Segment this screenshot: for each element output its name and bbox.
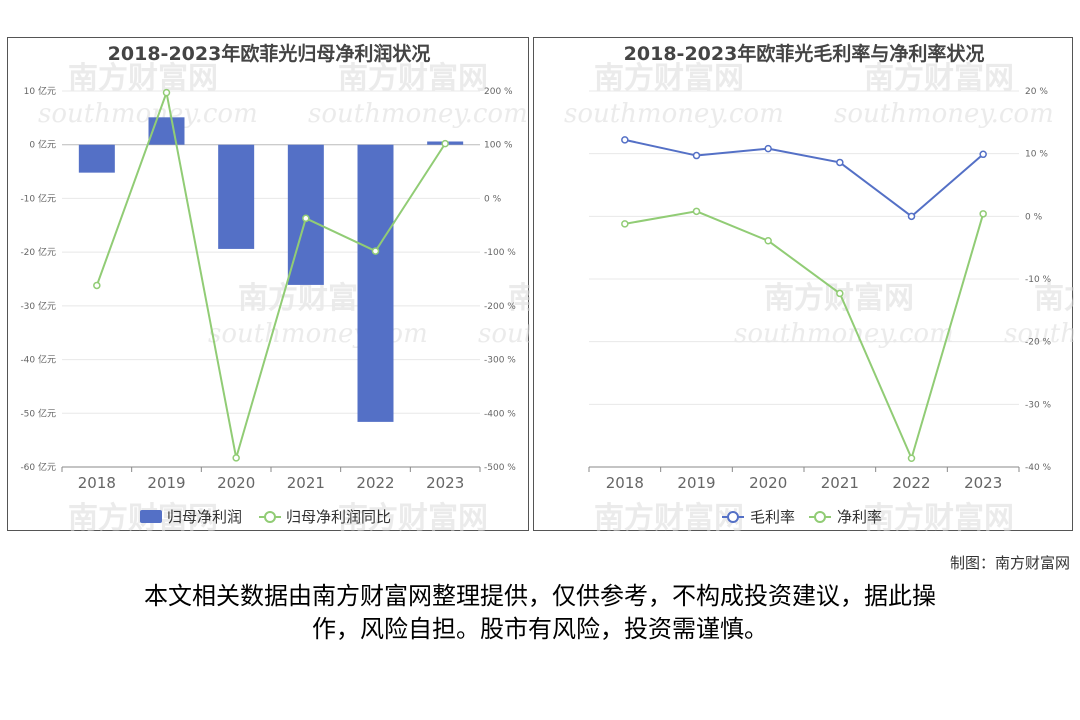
y-right-tick-label: -200 % [484, 302, 516, 312]
disclaimer-line-1: 本文相关数据由南方财富网整理提供，仅供参考，不构成投资建议，据此操 [144, 582, 936, 610]
bar-2020 [218, 144, 255, 249]
y-right-tick-label: 200 % [484, 87, 513, 97]
net-margin-point-2020 [764, 237, 772, 245]
watermark-text: southmoney.com [564, 99, 784, 129]
watermark-text: 南方财富网 [338, 61, 488, 96]
watermark-text: 南方财富网 [864, 61, 1014, 96]
x-tick-label: 2021 [821, 474, 859, 492]
net-margin-point-2018 [621, 220, 629, 228]
x-tick-label: 2022 [356, 474, 394, 492]
x-tick-label: 2019 [147, 474, 185, 492]
legend-net-label: 净利率 [837, 508, 882, 526]
watermark-text: southmoney.com [1004, 319, 1074, 349]
y-tick-label: 20 % [1025, 87, 1048, 97]
x-tick-label: 2018 [78, 474, 116, 492]
gross-margin-point-2022 [907, 212, 916, 221]
gross-margin-point-2023 [979, 150, 987, 159]
legend-line-label: 归母净利润同比 [286, 508, 391, 526]
watermark-text: southmoney.com [478, 319, 530, 349]
x-tick-label: 2018 [606, 474, 644, 492]
gross-margin-point-2021 [836, 158, 844, 167]
yoy-point-2023 [441, 139, 449, 148]
y-left-tick-label: -40 亿元 [20, 354, 56, 366]
y-tick-label: -10 % [1025, 275, 1052, 285]
x-tick-label: 2020 [217, 474, 255, 492]
yoy-line [95, 88, 447, 459]
y-right-tick-label: -100 % [484, 248, 516, 258]
net-margin-point-2023 [979, 210, 987, 218]
y-left-tick-label: 0 亿元 [29, 139, 56, 151]
x-tick-label: 2023 [426, 474, 464, 492]
watermark-text: 南方财富网 [68, 61, 218, 96]
x-tick-label: 2021 [287, 474, 325, 492]
x-tick-label: 2023 [964, 474, 1002, 492]
bar-2019 [148, 117, 185, 145]
y-right-tick-label: -400 % [484, 409, 516, 419]
y-left-tick-label: -30 亿元 [20, 300, 56, 312]
y-left-tick-label: -10 亿元 [20, 192, 56, 204]
legend-line-marker [264, 511, 276, 523]
net-profit-chart: 南方财富网southmoney.com南方财富网southmoney.com南方… [20, 42, 530, 532]
x-tick-label: 2019 [677, 474, 715, 492]
yoy-point-2021 [302, 214, 310, 223]
y-left-tick-label: -60 亿元 [20, 461, 56, 473]
y-right-tick-label: -300 % [484, 356, 516, 366]
disclaimer: 本文相关数据由南方财富网整理提供，仅供参考，不构成投资建议，据此操 作，风险自担… [60, 580, 1020, 646]
yoy-point-2020 [232, 454, 240, 462]
watermark-text: 南方财富网 [1034, 281, 1074, 316]
y-tick-label: -40 % [1025, 463, 1052, 473]
watermark-text: 南方财富网 [594, 501, 744, 532]
gross-margin-point-2020 [764, 144, 772, 153]
watermark-text: southmoney.com [308, 99, 528, 129]
y-tick-label: -20 % [1025, 338, 1052, 348]
y-right-tick-label: 0 % [484, 194, 502, 204]
y-right-tick-label: 100 % [484, 141, 513, 151]
yoy-point-2018 [93, 281, 101, 290]
right-chart-panel: 南方财富网 southmoney.com 南方财富网 southmoney.com 南方… [533, 37, 1074, 532]
watermark-text: southmoney.com [734, 319, 954, 349]
y-tick-label: -30 % [1025, 400, 1052, 410]
watermark-text: 南方财富网 [864, 501, 1014, 532]
gross-margin-point-2018 [621, 136, 629, 144]
watermark-text: southmoney.com [38, 99, 258, 129]
watermark-text: 南方财富网 [338, 501, 488, 532]
watermark-text: southmoney.com [208, 319, 428, 349]
margin-chart: 南方财富网southmoney.com南方财富网southmoney.com南方… [564, 42, 1074, 532]
gross-margin-point-2019 [692, 151, 701, 160]
y-left-tick-label: -20 亿元 [20, 246, 56, 258]
watermark-layer: 南方财富网southmoney.com南方财富网southmoney.com南方… [564, 61, 1074, 532]
y-right-tick-label: -500 % [484, 463, 516, 473]
y-left-tick-label: 10 亿元 [24, 85, 56, 97]
y-tick-label: 10 % [1025, 150, 1048, 160]
legend-gross-marker [727, 511, 739, 523]
chart-title: 2018-2023年欧菲光毛利率与净利率状况 [624, 42, 985, 65]
watermark-text: 南方财富网 [764, 281, 914, 316]
chart-credit: 制图：南方财富网 [949, 554, 1070, 572]
net-margin-point-2021 [836, 289, 844, 298]
watermark-text: 南方财富网 [508, 281, 530, 316]
gross-margin-line [624, 138, 984, 218]
chart-title: 2018-2023年欧菲光归母净利润状况 [108, 42, 431, 65]
legend-gross-label: 毛利率 [750, 508, 795, 526]
y-left-tick-label: -50 亿元 [20, 407, 56, 419]
bar-2018 [78, 144, 115, 173]
x-tick-label: 2020 [749, 474, 787, 492]
net-margin-line [624, 210, 985, 462]
disclaimer-line-2: 作，风险自担。股市有风险，投资需谨慎。 [312, 615, 768, 643]
watermark-text: southmoney.com [834, 99, 1054, 129]
legend-bar-swatch [140, 510, 162, 523]
bar-2022 [357, 144, 394, 422]
net-margin-point-2022 [907, 454, 916, 462]
legend-net-marker [814, 511, 826, 523]
yoy-point-2019 [162, 88, 171, 97]
y-tick-label: 0 % [1025, 212, 1043, 222]
watermark-text: 南方财富网 [594, 61, 744, 96]
legend-bar-label: 归母净利润 [167, 508, 242, 526]
net-margin-point-2019 [692, 207, 701, 216]
yoy-point-2022 [371, 247, 380, 255]
x-tick-label: 2022 [892, 474, 930, 492]
left-chart-panel: 南方财富网 southmoney.com 南方财富网 southmoney.com 南方… [7, 37, 530, 532]
